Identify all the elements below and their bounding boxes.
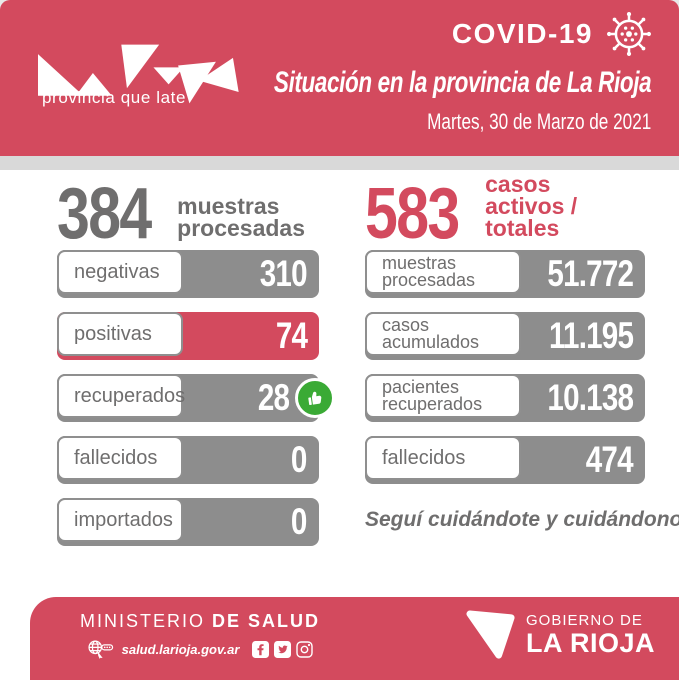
government-line1: GOBIERNO DE [525, 612, 643, 629]
active-cases-label: casos activos / totales [485, 171, 645, 244]
stat-value: 51.772 [547, 253, 634, 294]
instagram-icon [296, 640, 314, 658]
stats-body: 384 muestras procesadas negativas 310 po… [0, 170, 679, 680]
social-icons [252, 640, 314, 658]
government-logo-block: GOBIERNO DE LA RIOJA [466, 609, 655, 661]
stat-label: fallecidos [382, 446, 466, 469]
stat-label: casos acumulados [382, 314, 480, 352]
cumulative-stats-column: 583 casos activos / totales muestras proc… [365, 173, 679, 532]
daily-samples-label: muestras procesadas [177, 193, 305, 244]
daily-samples-label-line2: procesadas [177, 215, 305, 242]
header-band: provincia que late COVID-19 [0, 0, 679, 156]
footer-band: MINISTERIO DE SALUD [30, 597, 679, 680]
stat-label: negativas [74, 260, 160, 283]
government-line2: LA RIOJA [525, 628, 655, 658]
stat-value: 0 [291, 501, 307, 542]
website-row: salud.larioja.gov.ar [60, 639, 340, 659]
stat-row-importados: importados 0 [57, 498, 319, 546]
logo-tagline: provincia que late [42, 88, 187, 107]
daily-samples-label-line1: muestras [177, 193, 280, 220]
stat-label-box: negativas [57, 250, 183, 294]
la-rioja-triangles-logo [38, 42, 250, 111]
government-wordmark: GOBIERNO DE LA RIOJA [526, 613, 655, 657]
stat-row-fallecidos: fallecidos 0 [57, 436, 319, 484]
stat-value: 28 [257, 377, 290, 418]
covid-label: COVID-19 [451, 18, 593, 49]
divider-strip [0, 156, 679, 170]
la-rioja-triangle-icon [466, 610, 515, 659]
stat-label-box: recuperados [57, 374, 186, 418]
stat-value: 310 [260, 253, 308, 294]
website-url: salud.larioja.gov.ar [121, 641, 240, 657]
report-date: Martes, 30 de Marzo de 2021 [426, 109, 651, 134]
care-slogan: Seguí cuidándote y cuidándonos [365, 508, 679, 531]
active-cases-label-line1: casos [485, 171, 551, 198]
stat-row-negativas: negativas 310 [57, 250, 319, 298]
stat-value: 11.195 [548, 315, 634, 356]
header-right-block: COVID-19 [148, 12, 651, 135]
situation-title: Situación en la provincia de La Rioja [273, 66, 652, 99]
stat-row-positivas: positivas 74 [57, 312, 319, 360]
stat-label-box: muestras procesadas [365, 250, 521, 294]
stat-label: pacientes recuperados [382, 376, 483, 414]
globe-icon [88, 640, 113, 659]
daily-stats-column: 384 muestras procesadas negativas 310 po… [57, 173, 335, 560]
virus-icon [607, 12, 651, 56]
stat-value: 0 [291, 439, 307, 480]
triangles-logo-icon [38, 44, 239, 104]
ministry-title-bold: DE SALUD [212, 611, 321, 631]
stat-label-box: casos acumulados [365, 312, 521, 356]
thumbs-up-icon [295, 378, 335, 418]
stat-value: 474 [586, 439, 634, 480]
active-cases-headline: 583 casos activos / totales [365, 173, 645, 254]
ministry-title: MINISTERIO DE SALUD [60, 611, 340, 632]
stat-row-fallecidos-totales: fallecidos 474 [365, 436, 645, 484]
stat-row-recuperados: recuperados 28 [57, 374, 335, 422]
stat-row-muestras-totales: muestras procesadas 51.772 [365, 250, 645, 298]
active-cases-number: 583 [365, 173, 460, 254]
ministry-title-normal: MINISTERIO [79, 611, 212, 631]
daily-headline: 384 muestras procesadas [57, 173, 319, 254]
daily-samples-number: 384 [57, 173, 152, 254]
stat-row-pacientes-recuperados: pacientes recuperados 10.138 [365, 374, 645, 422]
facebook-icon [252, 640, 270, 658]
stat-label-box: importados [57, 498, 183, 542]
twitter-icon [274, 640, 292, 658]
stat-label-box: pacientes recuperados [365, 374, 521, 418]
stat-label: muestras procesadas [382, 252, 476, 290]
active-cases-label-line2: activos / totales [485, 193, 578, 242]
stat-value: 74 [275, 315, 308, 356]
stat-row-casos-acumulados: casos acumulados 11.195 [365, 312, 645, 360]
stat-label-box: fallecidos [365, 436, 521, 480]
stat-label: recuperados [74, 384, 186, 407]
stat-label: importados [74, 508, 173, 531]
stat-value: 10.138 [547, 377, 634, 418]
covid-title-row: COVID-19 [148, 12, 651, 56]
stat-label-box: positivas [57, 312, 183, 356]
stat-label: fallecidos [74, 446, 158, 469]
stat-label-box: fallecidos [57, 436, 183, 480]
ministry-block: MINISTERIO DE SALUD [60, 611, 340, 659]
stat-label: positivas [74, 322, 152, 345]
